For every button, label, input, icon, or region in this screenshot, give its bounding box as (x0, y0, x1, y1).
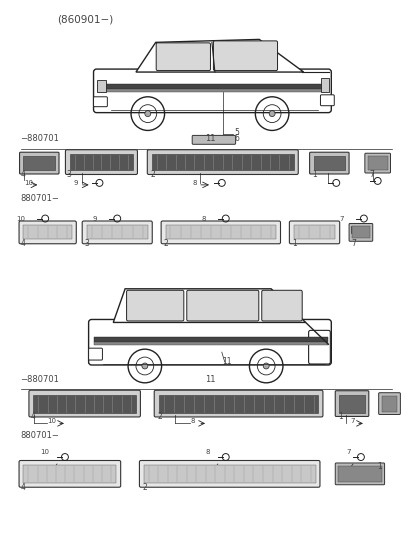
Bar (165, 225, 275, 239)
Text: 1: 1 (312, 170, 316, 179)
FancyBboxPatch shape (29, 390, 140, 417)
FancyBboxPatch shape (154, 390, 322, 417)
Text: 11: 11 (204, 375, 215, 384)
Text: 3: 3 (85, 239, 89, 248)
FancyBboxPatch shape (186, 291, 258, 321)
Bar (24, 465, 116, 483)
Text: 6: 6 (234, 134, 239, 143)
Bar (313, 156, 344, 170)
FancyBboxPatch shape (320, 95, 333, 105)
Text: 9: 9 (93, 216, 97, 223)
Bar (293, 225, 335, 239)
Text: 7: 7 (349, 419, 354, 424)
Text: 4: 4 (21, 170, 25, 179)
Text: 4: 4 (30, 413, 35, 421)
Text: 7: 7 (350, 239, 355, 248)
Text: −880701: −880701 (21, 375, 59, 384)
Text: 11: 11 (221, 357, 231, 366)
Text: 4: 4 (21, 483, 25, 492)
FancyBboxPatch shape (378, 393, 399, 414)
Circle shape (142, 363, 147, 369)
Bar (24, 156, 55, 170)
FancyBboxPatch shape (364, 153, 389, 173)
Bar (93, 337, 328, 342)
FancyBboxPatch shape (126, 291, 183, 321)
Bar (152, 154, 293, 170)
Bar (367, 156, 387, 170)
FancyBboxPatch shape (335, 463, 384, 485)
Text: 2: 2 (150, 170, 155, 179)
Text: 7: 7 (369, 170, 374, 179)
Text: 4: 4 (21, 239, 25, 248)
Text: 8: 8 (204, 449, 209, 455)
FancyBboxPatch shape (335, 391, 368, 416)
FancyBboxPatch shape (161, 221, 280, 244)
Text: 10: 10 (17, 216, 26, 223)
Polygon shape (113, 289, 305, 322)
Polygon shape (135, 39, 303, 72)
Bar (86, 225, 147, 239)
FancyBboxPatch shape (88, 348, 102, 360)
Text: 1: 1 (337, 413, 342, 421)
Bar (33, 395, 135, 413)
FancyBboxPatch shape (93, 69, 330, 112)
Text: 2: 2 (157, 413, 162, 421)
Bar (337, 466, 381, 482)
Bar (338, 395, 364, 413)
FancyBboxPatch shape (19, 461, 120, 487)
Bar (96, 80, 106, 92)
Bar (70, 154, 133, 170)
Bar (93, 342, 328, 345)
Bar (351, 226, 369, 238)
Text: 2: 2 (142, 483, 147, 492)
Text: 8: 8 (192, 180, 196, 186)
FancyBboxPatch shape (65, 150, 137, 174)
Bar (381, 395, 396, 412)
Circle shape (268, 111, 274, 117)
Bar (98, 84, 325, 89)
Bar (320, 78, 328, 92)
Text: 1: 1 (377, 462, 382, 471)
Bar (98, 89, 325, 92)
Text: 10: 10 (24, 180, 33, 186)
Text: 7: 7 (345, 449, 350, 455)
Circle shape (263, 363, 268, 369)
FancyBboxPatch shape (93, 97, 107, 107)
Text: 10: 10 (47, 419, 56, 424)
Circle shape (145, 111, 150, 117)
FancyBboxPatch shape (261, 291, 301, 321)
FancyBboxPatch shape (309, 152, 348, 174)
Text: 10: 10 (40, 449, 49, 455)
FancyBboxPatch shape (348, 223, 372, 241)
Bar (158, 395, 318, 413)
FancyBboxPatch shape (156, 43, 210, 70)
FancyBboxPatch shape (82, 221, 152, 244)
Text: 8: 8 (190, 419, 194, 424)
FancyBboxPatch shape (88, 320, 330, 365)
FancyBboxPatch shape (308, 330, 330, 364)
Text: 9: 9 (74, 180, 78, 186)
Text: −880701: −880701 (21, 134, 59, 143)
Text: 2: 2 (163, 239, 168, 248)
FancyBboxPatch shape (192, 136, 235, 144)
Text: 11: 11 (204, 134, 215, 143)
Bar (143, 465, 315, 483)
Text: (860901−): (860901−) (57, 15, 113, 25)
FancyBboxPatch shape (19, 221, 76, 244)
FancyBboxPatch shape (139, 461, 319, 487)
Text: 880701−: 880701− (21, 194, 59, 203)
FancyBboxPatch shape (213, 41, 277, 70)
Text: 1: 1 (291, 239, 296, 248)
Text: 3: 3 (67, 170, 71, 179)
Text: 5: 5 (234, 128, 239, 137)
FancyBboxPatch shape (289, 221, 339, 244)
Bar (24, 225, 72, 239)
FancyBboxPatch shape (147, 150, 297, 174)
FancyBboxPatch shape (19, 152, 59, 174)
Text: 880701−: 880701− (21, 431, 59, 440)
Text: 7: 7 (339, 216, 343, 223)
Text: 8: 8 (201, 216, 206, 223)
